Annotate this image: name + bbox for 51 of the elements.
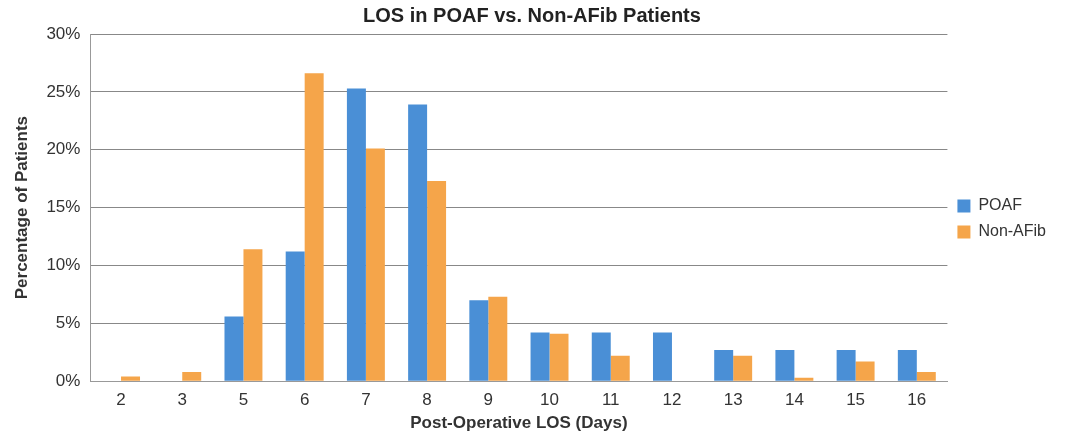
x-tick-label: 8: [422, 390, 432, 410]
bar: [243, 249, 263, 381]
bar: [469, 300, 489, 381]
bar: [733, 355, 753, 381]
x-axis-title: Post-Operative LOS (Days): [410, 413, 628, 433]
y-tick-label: 5%: [55, 313, 81, 333]
bar: [916, 371, 936, 381]
bar: [794, 377, 814, 381]
bar: [549, 333, 569, 381]
x-tick-label: 10: [540, 390, 559, 410]
x-tick-label: 6: [299, 390, 310, 410]
y-tick-label: 20%: [46, 139, 81, 159]
bar: [714, 349, 734, 381]
x-tick-label: 3: [177, 390, 187, 410]
x-tick-label: 9: [483, 390, 494, 410]
bar: [121, 376, 141, 381]
bar: [408, 104, 428, 381]
x-tick-label: 12: [662, 390, 682, 410]
x-tick-label: 11: [601, 390, 620, 410]
y-tick-label: 30%: [46, 23, 81, 43]
bar: [182, 371, 202, 381]
bar: [488, 296, 508, 381]
bar: [855, 361, 875, 381]
legend-label: POAF: [978, 196, 1023, 214]
legend-label: Non-AFib: [978, 222, 1047, 240]
bar: [652, 332, 672, 381]
y-tick-label: 0%: [55, 370, 81, 390]
y-axis-title: Percentage of Patients: [11, 115, 31, 300]
bar: [897, 349, 917, 381]
bar: [224, 316, 244, 381]
x-tick-label: 7: [361, 390, 371, 410]
y-tick-label: 10%: [46, 255, 81, 275]
bar: [346, 88, 366, 381]
chart-title: LOS in POAF vs. Non-AFib Patients: [363, 3, 701, 26]
bar: [427, 180, 447, 381]
x-tick-label: 15: [846, 390, 866, 410]
x-tick-label: 16: [907, 390, 927, 410]
y-tick-label: 15%: [46, 197, 81, 217]
x-tick-label: 13: [723, 390, 743, 410]
bar: [610, 355, 630, 381]
bar: [365, 148, 385, 381]
bar: [530, 332, 550, 381]
bar: [836, 349, 856, 381]
bar: [775, 349, 795, 381]
x-tick-label: 2: [116, 390, 126, 410]
bar: [304, 73, 324, 381]
bar: [285, 251, 305, 381]
x-tick-label: 14: [784, 390, 804, 410]
x-tick-label: 5: [238, 390, 249, 410]
bar: [591, 332, 611, 381]
y-tick-label: 25%: [46, 81, 81, 101]
